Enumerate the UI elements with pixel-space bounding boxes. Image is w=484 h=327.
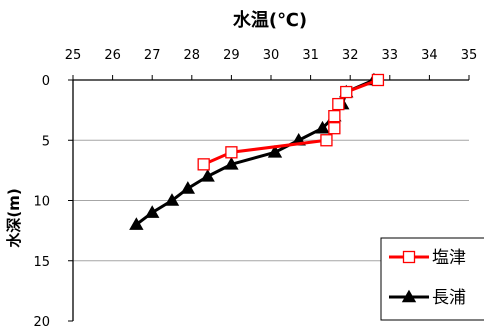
series-0-point-1 xyxy=(340,85,353,99)
x-tick-label-27: 27 xyxy=(144,48,161,63)
axes: 25 26 27 28 29 30 31 32 33 34 35 0 5 10 15 20 xyxy=(33,48,477,327)
y-tick-label-0: 0 xyxy=(42,74,50,89)
chart-title: 水温(℃) xyxy=(233,9,307,31)
x-tick-label-31: 31 xyxy=(302,48,319,63)
series-0 xyxy=(197,73,385,171)
series-1-point-4 xyxy=(315,120,330,134)
y-tick-label-20: 20 xyxy=(33,315,50,327)
y-tick-label-5: 5 xyxy=(42,134,50,149)
series-0-point-0 xyxy=(371,73,385,87)
x-tick-label-34: 34 xyxy=(421,48,438,63)
series-1-point-9 xyxy=(180,181,196,194)
series-0-point-5 xyxy=(320,134,333,147)
series-1-point-8 xyxy=(200,169,215,182)
x-tick-label-29: 29 xyxy=(223,48,240,63)
series-0-point-2 xyxy=(332,97,345,111)
series-0-point-4 xyxy=(328,122,341,135)
x-tick-label-30: 30 xyxy=(263,48,280,63)
series-1-point-7 xyxy=(224,157,239,170)
series-layer xyxy=(129,72,385,230)
legend-marker-1 xyxy=(401,289,417,303)
x-tick-label-25: 25 xyxy=(65,48,82,63)
x-tick-label-26: 26 xyxy=(104,48,121,63)
x-tick-label-32: 32 xyxy=(342,48,359,63)
x-tick-label-28: 28 xyxy=(184,48,201,63)
y-axis-label: 水深(m) xyxy=(5,188,23,247)
x-tick-label-35: 35 xyxy=(461,48,478,63)
y-tick-label-10: 10 xyxy=(33,195,50,210)
legend-label-1: 長浦 xyxy=(432,288,466,308)
series-1-point-6 xyxy=(267,144,283,158)
y-tick-label-15: 15 xyxy=(33,255,50,270)
legend-box xyxy=(380,237,484,321)
series-0-point-3 xyxy=(328,110,341,123)
legend-label-0: 塩津 xyxy=(432,248,466,268)
series-1-point-12 xyxy=(129,217,144,230)
series-0-point-6 xyxy=(225,146,238,159)
series-1-point-10 xyxy=(164,193,180,206)
series-1-point-11 xyxy=(145,205,160,218)
x-tick-label-33: 33 xyxy=(382,48,399,63)
legend-marker-0 xyxy=(402,250,416,264)
series-0-point-7 xyxy=(197,158,210,171)
